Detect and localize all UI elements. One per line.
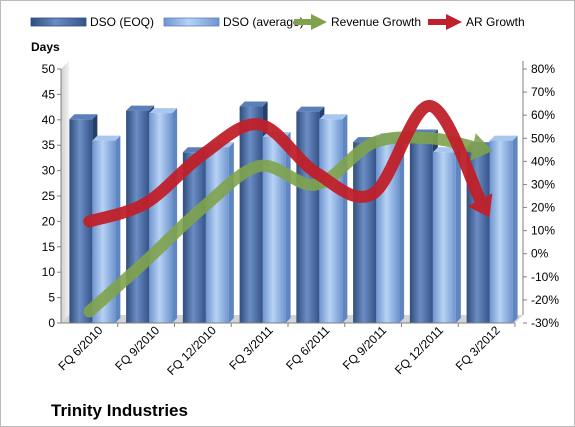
y-tick-label-right: 40% xyxy=(531,154,555,168)
legend-item-dso-eoq: DSO (EOQ) xyxy=(30,15,154,29)
bar-dso-average-front xyxy=(432,152,456,323)
y-tick-label-left: 30 xyxy=(42,164,56,178)
x-tick-label: FQ 6/2011 xyxy=(283,323,333,373)
bar-dso-eoq-top xyxy=(126,105,155,111)
bar-dso-average xyxy=(319,114,348,323)
bar-dso-average-side xyxy=(115,135,121,323)
legend-label-dso-average: DSO (average) xyxy=(223,15,304,29)
y-tick-label-left: 10 xyxy=(42,265,56,279)
legend-label-dso-eoq: DSO (EOQ) xyxy=(90,15,154,29)
y-tick-label-right: -30% xyxy=(531,316,559,330)
legend-swatch-dso-eoq xyxy=(30,17,87,27)
x-tick-label: FQ 3/2012 xyxy=(453,323,503,373)
plot-side-wall xyxy=(61,61,69,323)
bars xyxy=(69,101,518,324)
y-tick-label-right: 50% xyxy=(531,131,555,145)
bar-dso-average xyxy=(489,135,518,323)
chart-title: Trinity Industries xyxy=(51,401,188,420)
bar-dso-average-side xyxy=(172,108,178,323)
bar-dso-average-side xyxy=(285,132,291,323)
ar-growth-line-path xyxy=(83,99,487,228)
bar-dso-eoq-front xyxy=(409,134,433,323)
bar-dso-average-front xyxy=(319,119,343,323)
x-tick-label: FQ 9/2010 xyxy=(112,323,162,373)
x-tick-label: FQ 12/2011 xyxy=(392,323,446,377)
bar-dso-average-side xyxy=(342,114,348,323)
bar-dso-average-front xyxy=(149,113,173,324)
y-tick-label-right: 70% xyxy=(531,85,555,99)
bar-dso-average-side xyxy=(399,133,405,323)
bar-dso-average-side xyxy=(228,142,234,323)
ar-growth-line-arrowhead xyxy=(467,193,493,218)
y-tick-label-right: 10% xyxy=(531,224,555,238)
bar-dso-eoq-front xyxy=(69,119,93,323)
bar-dso-average-side xyxy=(455,147,461,323)
bar-dso-eoq-front xyxy=(182,152,206,323)
y-tick-label-left: 20 xyxy=(42,214,56,228)
y-axis-title: Days xyxy=(31,40,60,54)
y-axis-left: 0 5 10 15 20 25 30 35 40 45 50 xyxy=(42,62,62,330)
y-tick-label-left: 40 xyxy=(42,113,56,127)
y-tick-label-right: -10% xyxy=(531,270,559,284)
bar-dso-eoq-top xyxy=(296,106,325,112)
bar-dso-average xyxy=(92,135,121,323)
bar-dso-eoq-front xyxy=(126,110,150,323)
y-tick-label-right: 0% xyxy=(531,247,549,261)
revenue-growth-line-path xyxy=(83,131,481,318)
bar-dso-average-front xyxy=(489,140,513,323)
revenue-growth-line xyxy=(83,131,493,318)
x-tick-label: FQ 3/2011 xyxy=(226,323,276,373)
legend-item-dso-average: DSO (average) xyxy=(163,15,304,29)
bar-dso-average-front xyxy=(205,147,229,323)
legend-item-ar-growth: AR Growth xyxy=(428,14,525,30)
x-tick-label: FQ 9/2011 xyxy=(340,323,390,373)
y-tick-label-right: 60% xyxy=(531,108,555,122)
bar-dso-eoq-front xyxy=(239,106,263,323)
y-tick-label-left: 50 xyxy=(42,62,56,76)
legend-swatch-dso-average xyxy=(163,17,220,27)
bar-dso-average xyxy=(432,147,461,323)
x-tick-label: FQ 6/2010 xyxy=(56,323,106,373)
y-axis-right: -30% -20% -10% 0% 10% 20% 30% 40% 50% 60% 70% 80% xyxy=(522,61,559,330)
bar-dso-average-side xyxy=(512,135,518,323)
x-tick-label: FQ 12/2010 xyxy=(164,323,219,378)
bar-dso-average xyxy=(205,142,234,323)
revenue-growth-line-arrowhead xyxy=(470,133,493,161)
y-tick-label-right: -20% xyxy=(531,293,559,307)
legend-item-revenue-growth: Revenue Growth xyxy=(294,14,421,30)
bar-dso-average-top xyxy=(92,135,121,141)
bar-dso-eoq-front xyxy=(353,142,377,323)
legend-arrow-ar-growth xyxy=(446,14,462,30)
y-tick-label-right: 80% xyxy=(531,62,555,76)
bar-dso-average-front xyxy=(262,137,286,323)
ar-growth-line xyxy=(83,99,493,228)
y-tick-label-left: 15 xyxy=(42,240,56,254)
y-tick-label-left: 5 xyxy=(48,291,55,305)
y-tick-label-right: 20% xyxy=(531,201,555,215)
bar-dso-average-top xyxy=(319,114,348,120)
legend-arrow-revenue-growth xyxy=(311,14,327,30)
x-axis: FQ 6/2010 FQ 9/2010 FQ 12/2010 FQ 3/2011 FQ … xyxy=(56,322,516,378)
legend-label-revenue-growth: Revenue Growth xyxy=(331,15,421,29)
y-tick-label-left: 0 xyxy=(48,316,55,330)
bar-dso-average xyxy=(149,108,178,324)
bar-dso-average-front xyxy=(92,140,116,323)
y-tick-label-left: 25 xyxy=(42,189,56,203)
bar-dso-average-top xyxy=(149,108,178,114)
y-tick-label-left: 35 xyxy=(42,138,56,152)
legend-label-ar-growth: AR Growth xyxy=(466,15,525,29)
legend: DSO (EOQ) DSO (average) Revenue Growth A… xyxy=(30,14,525,30)
y-tick-label-left: 45 xyxy=(42,87,56,101)
y-tick-label-right: 30% xyxy=(531,177,555,191)
growth-lines xyxy=(83,99,493,318)
bar-dso-average-top xyxy=(489,135,518,141)
bar-dso-eoq-top xyxy=(239,101,268,107)
bar-dso-eoq-front xyxy=(296,111,320,323)
bar-dso-eoq-top xyxy=(69,114,98,120)
